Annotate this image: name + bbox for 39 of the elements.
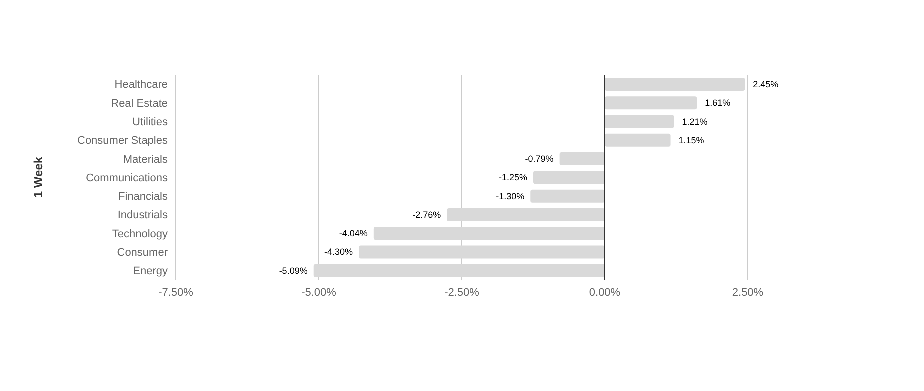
bar: [314, 264, 605, 278]
y-tick-label: Energy: [133, 266, 168, 278]
bar: [605, 78, 746, 91]
data-label: -1.25%: [498, 172, 528, 183]
x-tick-label: 0.00%: [589, 286, 621, 299]
data-label: 1.21%: [682, 116, 708, 127]
bar: [605, 115, 674, 128]
y-tick-label: Financials: [118, 191, 168, 204]
bar: [605, 96, 698, 110]
data-label: -2.76%: [412, 210, 442, 220]
y-tick-label: Industrials: [118, 210, 168, 222]
x-tick-label: -2.50%: [444, 286, 480, 299]
y-tick-label: Technology: [112, 228, 168, 240]
bar: [534, 171, 605, 184]
y-tick-label: Real Estate: [111, 98, 168, 110]
data-label: -4.04%: [339, 228, 368, 239]
data-label: -4.30%: [324, 247, 354, 258]
y-tick-label: Consumer: [117, 246, 168, 259]
bar: [374, 227, 605, 240]
y-tick-label: Consumer Staples: [78, 135, 168, 148]
bar: [359, 246, 605, 259]
bar: [447, 208, 605, 222]
bar: [530, 190, 605, 203]
data-label: -1.30%: [496, 191, 525, 202]
data-label: 1.61%: [705, 98, 731, 108]
y-tick-label: Communications: [86, 172, 168, 184]
y-tick-label: Materials: [123, 154, 168, 166]
data-label: -5.09%: [279, 266, 308, 276]
x-tick-label: -7.50%: [158, 286, 194, 299]
bar: [560, 152, 605, 166]
data-label: 1.15%: [678, 135, 704, 146]
bar: [605, 134, 671, 147]
y-tick-label: Utilities: [132, 116, 168, 128]
y-axis-title: 1 Week: [31, 156, 46, 198]
data-label: 2.45%: [753, 80, 779, 90]
y-tick-label: Healthcare: [114, 79, 168, 92]
x-tick-label: -5.00%: [302, 286, 337, 299]
data-label: -0.79%: [525, 154, 554, 164]
x-tick-label: 2.50%: [732, 286, 764, 299]
